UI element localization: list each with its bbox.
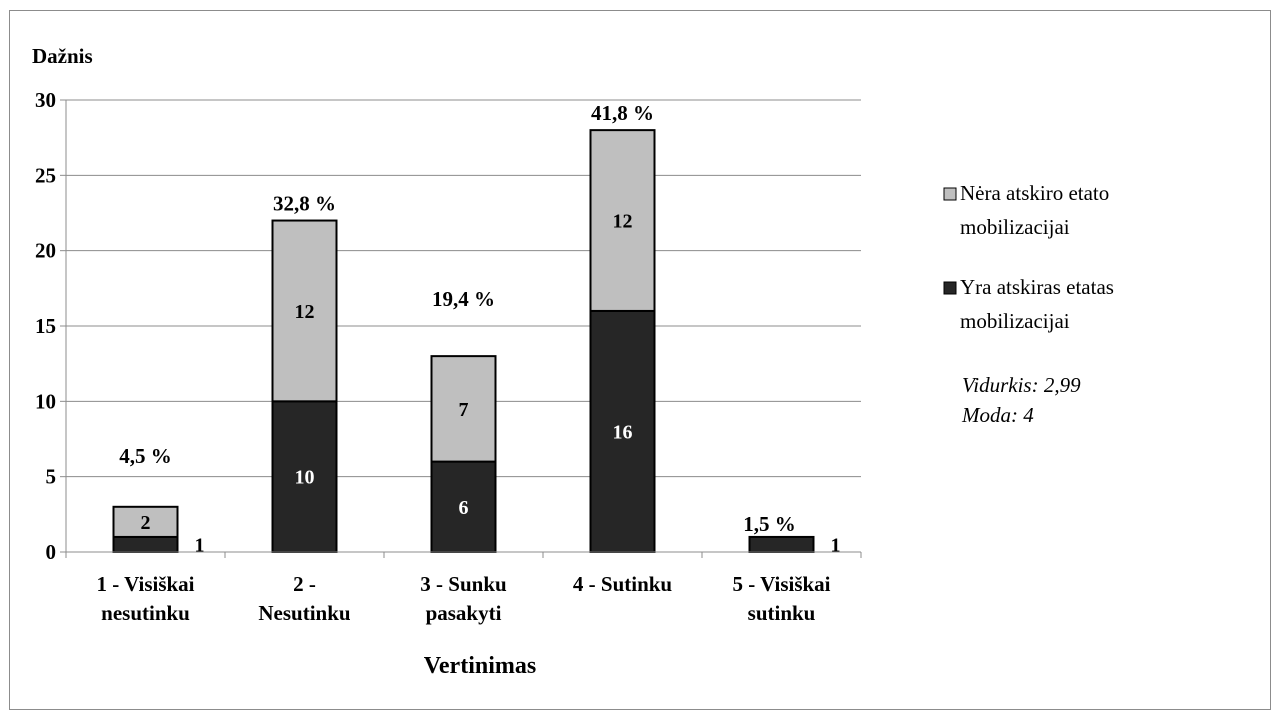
bar-segment-yra (589, 309, 656, 553)
x-category-label: sutinku (748, 601, 816, 625)
y-tick-label: 0 (46, 540, 57, 564)
data-label-yra: 1 (831, 534, 841, 556)
legend: Nėra atskiro etato mobilizacijai Yra atski… (943, 181, 1114, 333)
y-axis-title: Dažnis (32, 44, 93, 68)
legend-label: mobilizacijai (960, 309, 1070, 333)
bar-segment-nera (271, 219, 338, 403)
data-label-nera: 12 (613, 211, 633, 233)
x-category-label: nesutinku (101, 601, 190, 625)
y-tick-label: 15 (35, 314, 56, 338)
bars (112, 129, 815, 554)
x-axis-title: Vertinimas (424, 653, 536, 679)
percent-label: 41,8 % (591, 101, 654, 125)
mean-annotation: Vidurkis: 2,99 (962, 373, 1081, 397)
bar-segment-nera (589, 129, 656, 312)
data-label-yra: 6 (459, 497, 469, 519)
y-tick-label: 25 (35, 163, 56, 187)
y-tick-label: 30 (35, 88, 56, 112)
x-category-label: 4 - Sutinku (573, 572, 673, 596)
data-label-nera: 12 (295, 301, 315, 323)
x-category-label: pasakyti (426, 601, 502, 625)
percent-label: 4,5 % (119, 444, 172, 468)
bar-segment-yra (112, 535, 179, 554)
x-category-label: 2 - (293, 572, 316, 596)
data-label-nera: 7 (459, 399, 469, 421)
percent-label: 1,5 % (743, 512, 796, 536)
data-label-nera: 2 (141, 512, 151, 534)
gridlines (66, 99, 861, 478)
legend-label: mobilizacijai (960, 215, 1070, 239)
legend-label: Yra atskiras etatas (960, 275, 1114, 299)
mode-annotation: Moda: 4 (961, 403, 1034, 427)
statistics-annotation: Vidurkis: 2,99 Moda: 4 (961, 373, 1081, 427)
data-label-yra: 10 (295, 467, 315, 489)
percent-label: 19,4 % (432, 287, 495, 311)
bar-segment-nera (430, 355, 497, 463)
y-tick-label: 5 (46, 465, 57, 489)
bar-segment-nera (112, 505, 179, 538)
x-category-label: 3 - Sunku (420, 572, 507, 596)
x-category-label: 5 - Visiškai (732, 572, 830, 596)
legend-swatch (943, 281, 957, 295)
data-label-yra: 16 (613, 421, 633, 443)
legend-label: Nėra atskiro etato (960, 181, 1109, 205)
legend-swatch (943, 187, 957, 201)
percent-label: 32,8 % (273, 192, 336, 216)
axes: 0 5 10 15 20 25 30 (35, 88, 862, 564)
y-tick-label: 10 (35, 389, 56, 413)
data-label-yra: 1 (195, 534, 205, 556)
x-category-label: Nesutinku (258, 601, 351, 625)
bar-segment-yra (748, 535, 815, 554)
y-tick-label: 20 (35, 239, 56, 263)
x-category-label: 1 - Visiškai (96, 572, 194, 596)
bar-segment-yra (271, 400, 338, 554)
